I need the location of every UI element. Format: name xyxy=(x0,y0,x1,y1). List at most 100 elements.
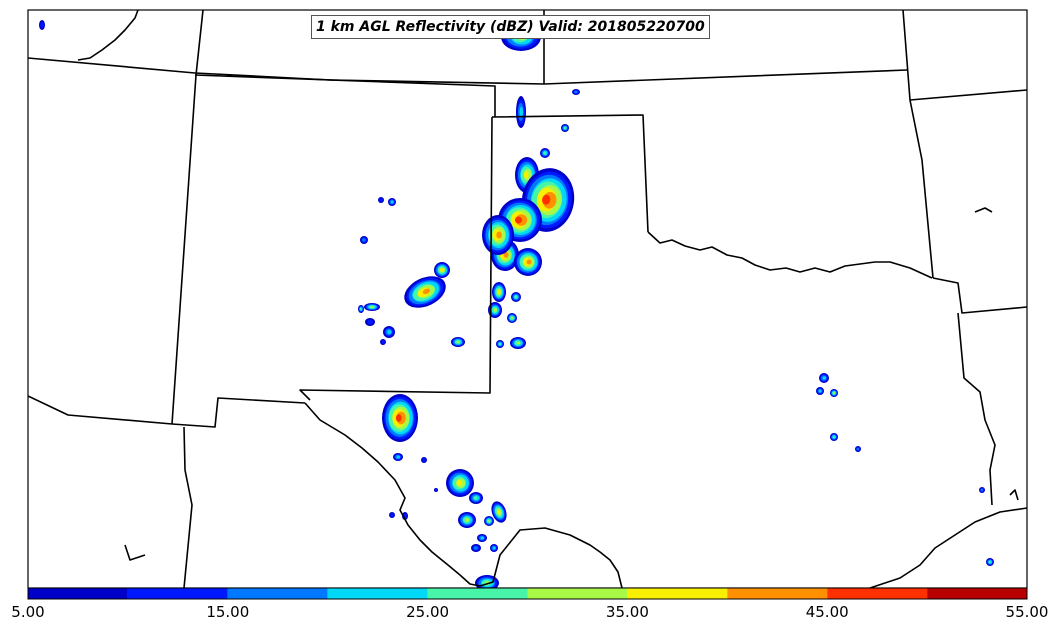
echo-contour xyxy=(514,216,522,224)
echo-cell xyxy=(383,326,395,338)
rio-grande xyxy=(304,402,623,588)
map-title: 1 km AGL Reflectivity (dBZ) Valid: 20180… xyxy=(311,15,710,39)
galveston-outline xyxy=(1009,489,1019,501)
colorbar-tick-label: 45.00 xyxy=(805,603,849,621)
echo-contour xyxy=(496,231,502,239)
echo-contour xyxy=(543,151,547,155)
echo-cell xyxy=(382,394,418,442)
echo-cell xyxy=(434,262,450,278)
echo-cell xyxy=(511,292,521,302)
echo-cell xyxy=(458,512,476,528)
echo-contour xyxy=(833,392,836,394)
echo-contour xyxy=(396,455,400,459)
lake-sakakawea-outline xyxy=(77,10,139,61)
red-river xyxy=(647,231,933,279)
echo-cell xyxy=(471,544,481,552)
echo-cell xyxy=(986,558,994,566)
echo-contour xyxy=(488,519,491,523)
echo-cell xyxy=(830,389,838,397)
echo-contour xyxy=(387,330,392,334)
echo-cell xyxy=(516,96,526,128)
colorado-new-mexico-border xyxy=(194,74,496,117)
echo-contour xyxy=(574,90,578,94)
echo-contour xyxy=(980,488,984,492)
echo-contour xyxy=(390,513,394,517)
echo-contour xyxy=(818,389,822,393)
echo-cell xyxy=(404,276,446,308)
colorbar-tick-label: 25.00 xyxy=(406,603,450,621)
echo-contour xyxy=(379,198,383,202)
echo-cell xyxy=(451,337,465,347)
echo-contour xyxy=(832,435,835,439)
echo-contour xyxy=(480,536,484,540)
colorbar-tick-label: 55.00 xyxy=(1005,603,1049,621)
echo-contour xyxy=(367,319,374,325)
echo-contour xyxy=(519,106,523,118)
echo-contour xyxy=(456,480,462,486)
echo-contour xyxy=(395,414,402,422)
echo-cell xyxy=(477,534,487,542)
oklahoma-panhandle-border xyxy=(491,114,649,233)
echo-cell xyxy=(39,20,45,30)
echo-cell xyxy=(816,387,824,395)
echo-cell xyxy=(819,373,829,383)
echo-contour xyxy=(542,194,551,205)
echo-contour xyxy=(473,546,478,550)
echo-cell xyxy=(388,198,396,206)
colorbar-bin-5 xyxy=(527,588,628,599)
echo-contour xyxy=(503,252,509,258)
echo-cell xyxy=(514,248,542,276)
mexico-border-west xyxy=(183,426,193,588)
echo-contour xyxy=(511,316,514,320)
echo-contour xyxy=(516,341,521,345)
louisiana-texas-border xyxy=(957,312,996,506)
colorbar-tick-label: 35.00 xyxy=(605,603,649,621)
kansas-missouri-border xyxy=(909,89,1027,101)
echo-contour xyxy=(497,510,501,515)
echo-contour xyxy=(370,306,375,308)
echo-contour xyxy=(439,268,444,272)
map-background xyxy=(28,10,1027,588)
colorbar-bin-3 xyxy=(327,588,428,599)
echo-cell xyxy=(380,339,386,345)
echo-cell xyxy=(482,215,514,255)
echo-contour xyxy=(492,546,496,550)
echo-contour xyxy=(456,340,461,344)
echo-cell xyxy=(979,487,985,493)
colorbar-bin-0 xyxy=(28,588,128,599)
echo-contour xyxy=(498,342,501,346)
echo-cell xyxy=(393,453,403,461)
echo-contour xyxy=(362,238,366,242)
oklahoma-east-border xyxy=(902,10,934,279)
echo-cell xyxy=(496,340,504,348)
echo-cell xyxy=(507,313,517,323)
colorbar-bin-4 xyxy=(427,588,528,599)
echo-contour xyxy=(422,288,431,295)
gulf-coast xyxy=(869,507,1027,588)
echo-contour xyxy=(473,496,478,500)
colorbar-border xyxy=(27,587,1028,600)
echo-contour xyxy=(514,295,518,299)
echo-contour xyxy=(381,340,385,344)
echo-contour xyxy=(497,290,500,294)
echo-contour xyxy=(988,560,991,564)
echo-cell xyxy=(421,457,427,463)
echo-cell xyxy=(830,433,838,441)
echo-contour xyxy=(422,458,426,462)
echo-contour xyxy=(822,376,826,380)
echo-cell xyxy=(358,305,364,313)
echo-cell xyxy=(561,124,569,132)
colorbar-bin-7 xyxy=(727,588,828,599)
echo-contour xyxy=(493,308,498,312)
lake-texoma-outline xyxy=(974,207,993,213)
echo-contour xyxy=(359,307,362,311)
echo-cell xyxy=(434,488,438,492)
echo-contour xyxy=(563,126,566,130)
colorbar xyxy=(28,588,1027,599)
echo-cell xyxy=(491,501,507,523)
colorbar-bin-2 xyxy=(227,588,328,599)
echo-cell xyxy=(510,337,526,349)
colorbar-tick-label: 5.00 xyxy=(11,603,45,621)
echo-cell xyxy=(360,236,368,244)
